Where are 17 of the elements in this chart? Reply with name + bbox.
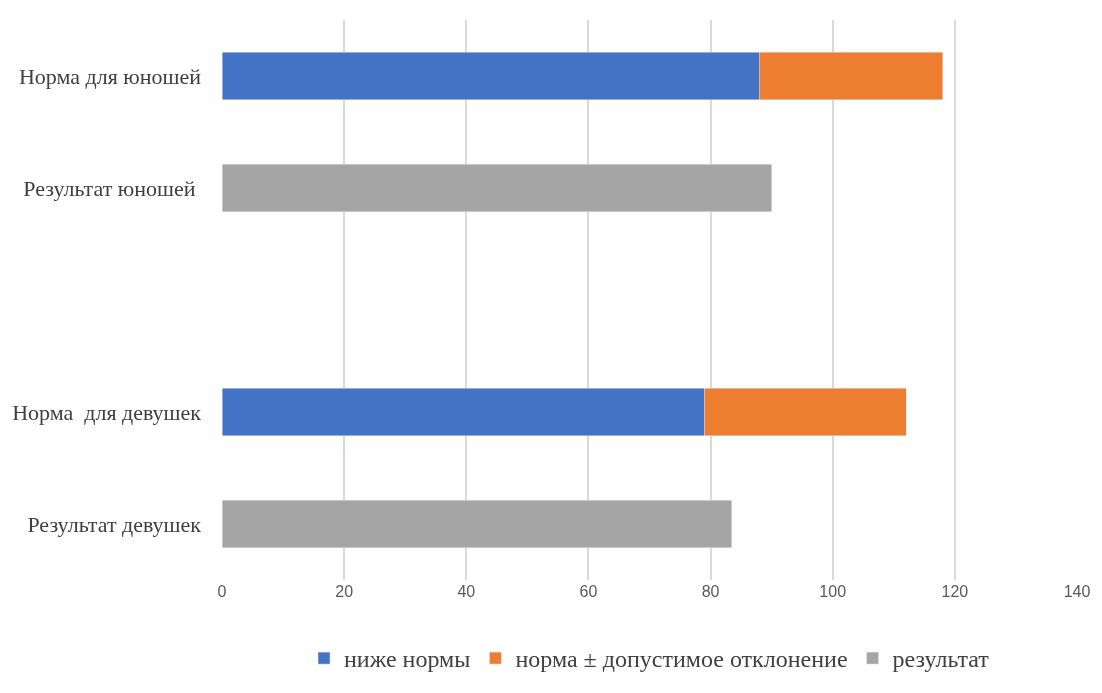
bar <box>222 164 772 212</box>
x-tick-label: 140 <box>1063 583 1091 600</box>
x-tick-label: 80 <box>701 583 720 600</box>
x-tick-label: 40 <box>457 583 476 600</box>
legend-label: ниже нормы <box>344 646 471 673</box>
x-tick-label: 100 <box>819 583 847 600</box>
bar <box>222 500 733 548</box>
y-tick-label: Норма для юношей <box>18 63 202 89</box>
y-tick-label: Результат девушек <box>27 511 202 537</box>
legend-label: результат <box>892 646 990 673</box>
x-tick-label: 0 <box>217 583 227 600</box>
x-tick-label: 20 <box>335 583 354 600</box>
x-tick-label: 120 <box>941 583 969 600</box>
legend-label: норма ± допустимое отклонение <box>515 646 848 673</box>
x-tick-label: 60 <box>579 583 598 600</box>
y-tick-label: Результат юношей <box>23 175 201 201</box>
y-tick-label: Норма для девушек <box>12 399 202 425</box>
